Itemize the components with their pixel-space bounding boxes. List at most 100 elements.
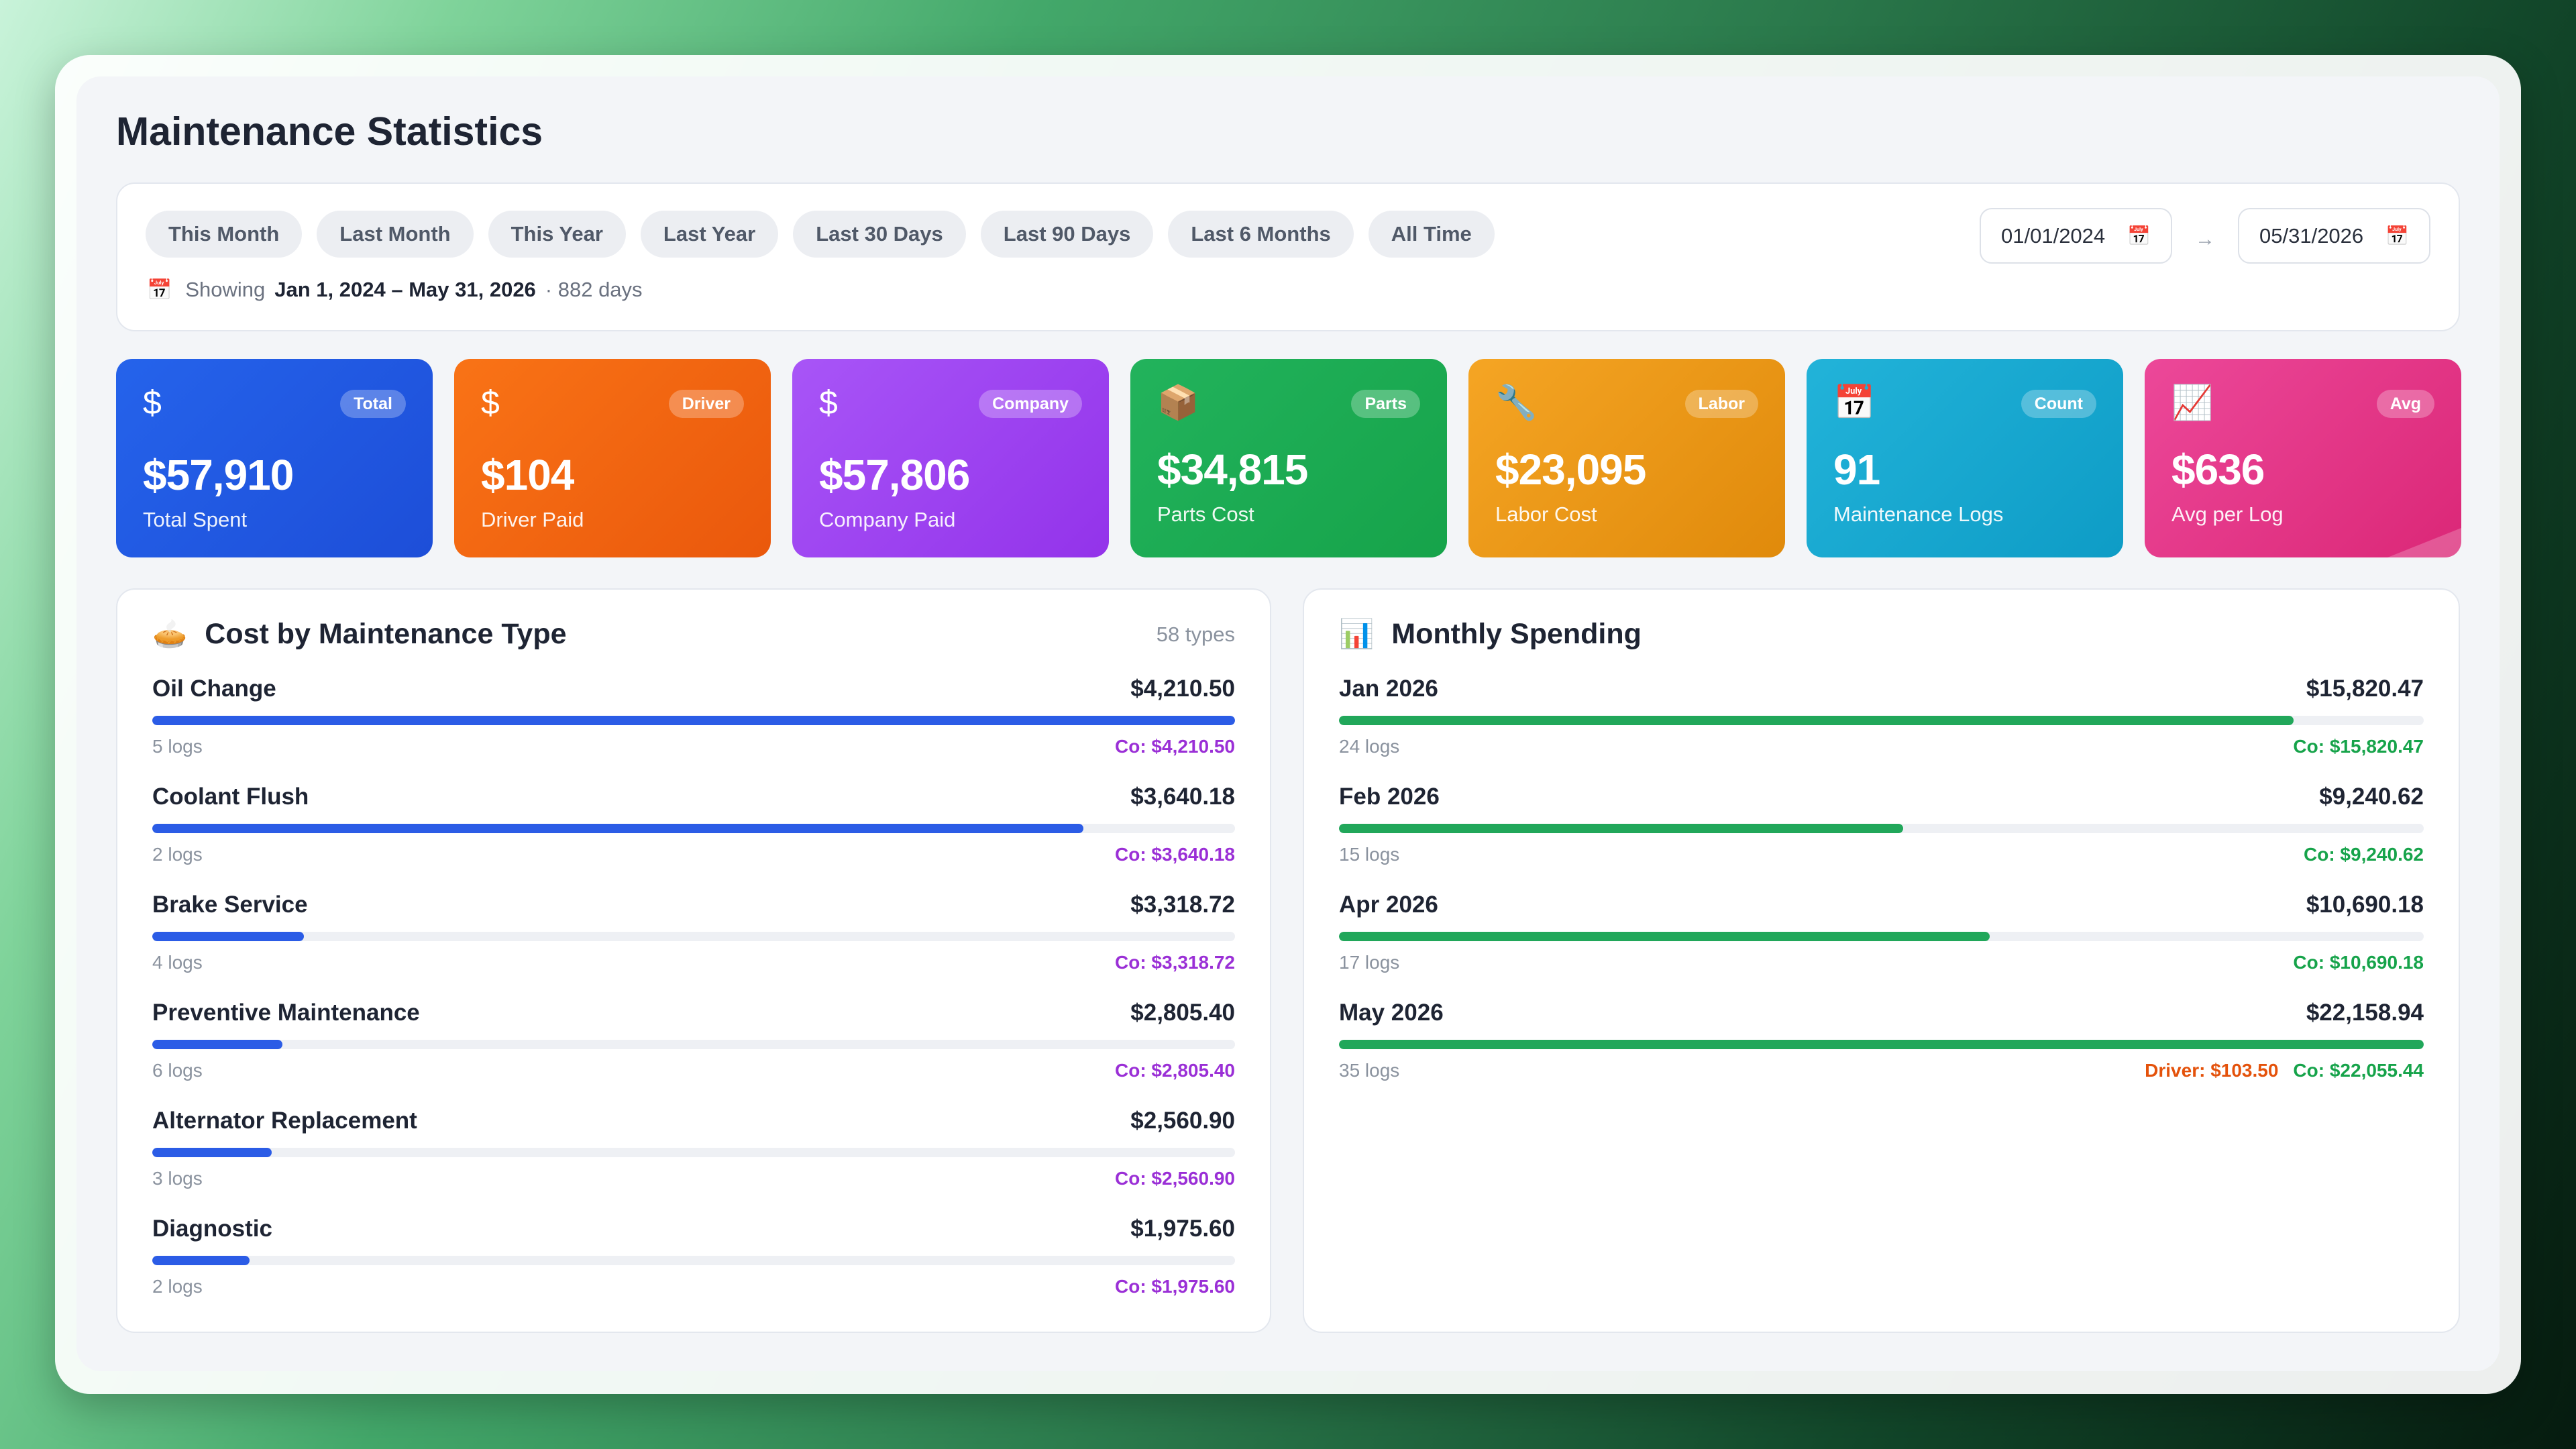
chip-last-month[interactable]: Last Month (317, 211, 474, 258)
panel-title: Monthly Spending (1391, 618, 1642, 650)
progress-fill (1339, 1040, 2424, 1049)
calendar-icon[interactable]: 📅 (2385, 225, 2409, 246)
row-header: Feb 2026 $9,240.62 (1339, 784, 2424, 810)
chip-all-time[interactable]: All Time (1368, 211, 1495, 258)
progress-track (152, 716, 1235, 725)
list-item: Preventive Maintenance $2,805.40 6 logs Co:… (152, 1000, 1235, 1108)
row-amount: $22,158.94 (2306, 1000, 2424, 1026)
pie-icon: 🥧 (152, 618, 188, 649)
row-footer: 24 logs Co: $15,820.47 (1339, 736, 2424, 757)
row-meta: Co: $3,640.18 (1115, 844, 1235, 865)
stat-label: Total Spent (143, 508, 248, 531)
row-name: Preventive Maintenance (152, 1000, 420, 1026)
dollar-icon: $ (143, 384, 162, 421)
row-footer: 5 logs Co: $4,210.50 (152, 736, 1235, 757)
row-meta: Co: $3,318.72 (1115, 952, 1235, 973)
chip-last-6-months[interactable]: Last 6 Months (1168, 211, 1354, 258)
wrench-icon: 🔧 (1495, 384, 1538, 421)
company-paid: Co: $10,690.18 (2293, 952, 2424, 973)
company-paid: Co: $22,055.44 (2293, 1060, 2424, 1081)
stat-badge: Labor (1684, 390, 1758, 418)
stat-value: $57,806 (819, 451, 970, 499)
list-item: May 2026 $22,158.94 35 logs Driver: $103.50… (1339, 1000, 2424, 1108)
chip-last-year[interactable]: Last Year (640, 211, 779, 258)
chip-this-year[interactable]: This Year (488, 211, 626, 258)
row-footer: 17 logs Co: $10,690.18 (1339, 952, 2424, 973)
progress-fill (152, 1148, 272, 1157)
chip-this-month[interactable]: This Month (146, 211, 303, 258)
decorative-corner (2387, 528, 2461, 557)
stat-label: Maintenance Logs (1833, 502, 2004, 526)
row-header: Diagnostic $1,975.60 (152, 1216, 1235, 1242)
stat-badge: Avg (2376, 390, 2434, 418)
package-icon: 📦 (1157, 384, 1199, 421)
row-footer: 6 logs Co: $2,805.40 (152, 1060, 1235, 1081)
calendar-icon[interactable]: 📅 (2127, 225, 2151, 246)
row-amount: $3,640.18 (1130, 784, 1235, 810)
row-footer: 35 logs Driver: $103.50 Co: $22,055.44 (1339, 1060, 2424, 1081)
row-footer: 2 logs Co: $1,975.60 (152, 1276, 1235, 1297)
type-count: 58 types (1156, 622, 1235, 646)
row-name: Oil Change (152, 676, 276, 702)
range-summary: 📅 Showing Jan 1, 2024 – May 31, 2026 · 8… (147, 278, 643, 302)
company-paid: Co: $15,820.47 (2293, 736, 2424, 757)
row-meta: Co: $2,805.40 (1115, 1060, 1235, 1081)
row-amount: $3,318.72 (1130, 892, 1235, 918)
log-count: 2 logs (152, 844, 203, 865)
row-footer: 3 logs Co: $2,560.90 (152, 1168, 1235, 1189)
end-date-input[interactable]: 05/31/2026 📅 (2238, 208, 2430, 264)
row-header: Alternator Replacement $2,560.90 (152, 1108, 1235, 1134)
start-date-input[interactable]: 01/01/2024 📅 (1980, 208, 2172, 264)
range-text: Jan 1, 2024 – May 31, 2026 (274, 278, 536, 301)
log-count: 17 logs (1339, 952, 1400, 973)
progress-track (1339, 932, 2424, 941)
log-count: 3 logs (152, 1168, 203, 1189)
stat-value: $34,815 (1157, 445, 1308, 494)
stat-card-driver-paid: $ Driver $104 Driver Paid (454, 359, 771, 557)
stat-card-maintenance-logs: 📅 Count 91 Maintenance Logs (1807, 359, 2123, 557)
month-list: Jan 2026 $15,820.47 24 logs Co: $15,820.47 F… (1339, 676, 2424, 1108)
row-header: Oil Change $4,210.50 (152, 676, 1235, 702)
company-paid: Co: $1,975.60 (1115, 1276, 1235, 1297)
row-name: Alternator Replacement (152, 1108, 417, 1134)
row-header: May 2026 $22,158.94 (1339, 1000, 2424, 1026)
progress-track (152, 1148, 1235, 1157)
stat-card-parts-cost: 📦 Parts $34,815 Parts Cost (1130, 359, 1447, 557)
row-name: Jan 2026 (1339, 676, 1438, 702)
stat-value: 91 (1833, 445, 1880, 494)
row-footer: 4 logs Co: $3,318.72 (152, 952, 1235, 973)
row-header: Coolant Flush $3,640.18 (152, 784, 1235, 810)
company-paid: Co: $4,210.50 (1115, 736, 1235, 757)
maintenance-stats-app: Maintenance Statistics This Month Last M… (76, 76, 2500, 1371)
monthly-spending-panel: 📊 Monthly Spending Jan 2026 $15,820.47 24 … (1303, 588, 2460, 1333)
progress-fill (152, 716, 1235, 725)
stat-badge: Driver (668, 390, 744, 418)
stat-label: Parts Cost (1157, 502, 1254, 526)
row-meta: Co: $15,820.47 (2278, 736, 2424, 757)
progress-fill (1339, 932, 1990, 941)
progress-fill (1339, 824, 1903, 833)
chip-last-90-days[interactable]: Last 90 Days (980, 211, 1154, 258)
log-count: 6 logs (152, 1060, 203, 1081)
bar-chart-icon: 📊 (1339, 618, 1375, 649)
row-footer: 2 logs Co: $3,640.18 (152, 844, 1235, 865)
row-amount: $2,805.40 (1130, 1000, 1235, 1026)
arrow-right-icon: → (2195, 227, 2215, 250)
row-meta: Driver: $103.50 Co: $22,055.44 (2145, 1060, 2424, 1081)
list-item: Jan 2026 $15,820.47 24 logs Co: $15,820.47 (1339, 676, 2424, 784)
progress-track (1339, 824, 2424, 833)
days-count: · 882 days (545, 278, 643, 301)
progress-fill (152, 932, 304, 941)
calendar-icon: 📅 (147, 278, 172, 301)
company-paid: Co: $3,318.72 (1115, 952, 1235, 973)
stat-card-labor-cost: 🔧 Labor $23,095 Labor Cost (1468, 359, 1785, 557)
chip-last-30-days[interactable]: Last 30 Days (793, 211, 966, 258)
log-count: 2 logs (152, 1276, 203, 1297)
list-item: Alternator Replacement $2,560.90 3 logs Co:… (152, 1108, 1235, 1216)
row-amount: $2,560.90 (1130, 1108, 1235, 1134)
progress-fill (152, 824, 1084, 833)
row-header: Brake Service $3,318.72 (152, 892, 1235, 918)
stat-card-avg-per-log: 📈 Avg $636 Avg per Log (2145, 359, 2461, 557)
row-meta: Co: $9,240.62 (2289, 844, 2424, 865)
preset-chip-group: This Month Last Month This Year Last Yea… (146, 211, 1495, 258)
